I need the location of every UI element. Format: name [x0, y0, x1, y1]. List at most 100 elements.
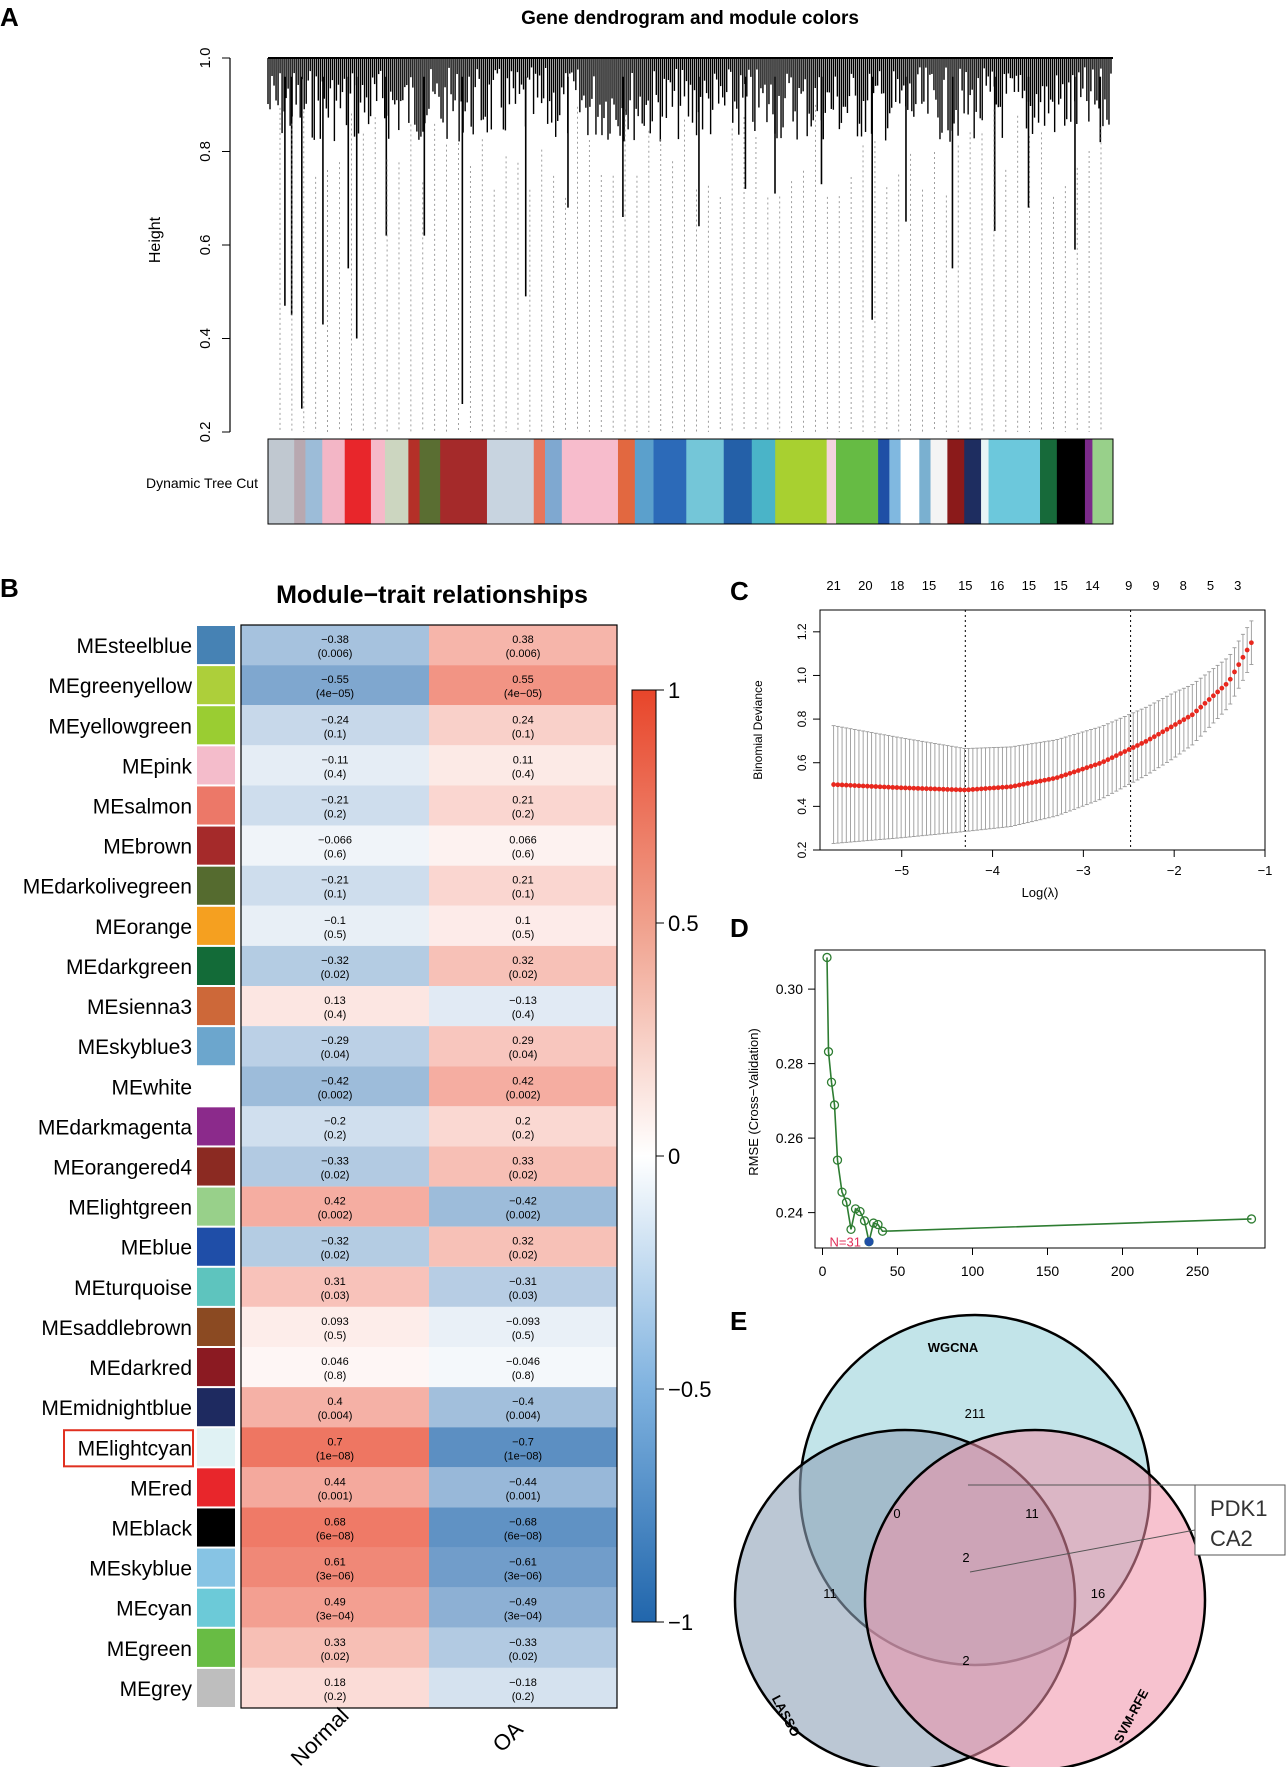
heatmap-row: MEbrown −0.066 (0.6) 0.066 (0.6) — [103, 825, 617, 866]
heatmap-row: MEdarkolivegreen −0.21 (0.1) 0.21 (0.1) — [23, 865, 617, 906]
deviance-point — [957, 787, 963, 793]
module-color-segment — [751, 439, 776, 524]
heatmap-cell — [429, 1427, 617, 1468]
venn-count-wgcna-lasso: 0 — [893, 1506, 900, 1521]
cell-pvalue: (0.002) — [318, 1089, 353, 1101]
cell-pvalue: (0.1) — [324, 889, 347, 901]
heatmap-row: MEorangered4 −0.33 (0.02) 0.33 (0.02) — [53, 1146, 617, 1187]
module-color-segment — [408, 439, 421, 524]
cell-pvalue: (0.02) — [321, 969, 350, 981]
module-swatch — [197, 1107, 235, 1146]
rfe-y-label: RMSE (Cross−Validation) — [746, 1028, 761, 1176]
module-label: MEwhite — [111, 1076, 192, 1099]
module-color-segment — [826, 439, 837, 524]
heatmap-cell — [241, 1587, 429, 1628]
module-swatch — [197, 786, 235, 825]
colorbar-tick-label: 0 — [668, 1144, 680, 1169]
cell-pvalue: (3e−06) — [316, 1571, 354, 1583]
heatmap-cell — [241, 1467, 429, 1508]
dynamic-tree-cut-label: Dynamic Tree Cut — [146, 475, 258, 491]
deviance-point — [970, 787, 976, 792]
cell-correlation: −0.13 — [509, 995, 537, 1007]
colorbar-tick-label: 0.5 — [668, 911, 699, 936]
deviance-point — [1105, 757, 1111, 763]
heatmap-cell — [241, 825, 429, 866]
module-color-segment — [1084, 439, 1093, 524]
rmse-point — [832, 1155, 843, 1165]
deviance-point — [869, 783, 875, 789]
top-axis-label: 20 — [858, 578, 872, 593]
module-label: MEcyan — [116, 1598, 192, 1621]
cell-correlation: 0.33 — [324, 1637, 345, 1649]
rmse-point — [826, 1077, 837, 1087]
heatmap-cell — [429, 1387, 617, 1428]
module-color-segment — [686, 439, 725, 524]
callout-line-bottom — [969, 1529, 1196, 1573]
heatmap-cell — [241, 1106, 429, 1147]
deviance-point — [1021, 781, 1026, 787]
deviance-point — [1151, 734, 1157, 740]
deviance-point — [1156, 731, 1161, 737]
colorbar-tick-label: −1 — [668, 1610, 693, 1635]
dendrogram-y-label: Height — [147, 216, 164, 263]
heatmap-title: Module−trait relationships — [276, 581, 588, 609]
cell-pvalue: (0.5) — [324, 929, 347, 941]
panel-d-svm-rfe: D 0 50 100 150 200 250 0.24 0.26 0.28 0.30 N=31 RM… — [730, 913, 1266, 1279]
deviance-point — [1122, 749, 1128, 754]
module-swatch — [197, 746, 235, 785]
deviance-point — [1198, 704, 1204, 710]
deviance-point — [873, 784, 879, 789]
deviance-point — [1084, 765, 1090, 771]
heatmap-cell — [429, 1226, 617, 1267]
deviance-point — [1139, 741, 1145, 746]
top-axis-label: 15 — [1022, 578, 1036, 593]
module-label: MEsaddlebrown — [41, 1317, 192, 1340]
x-tick-label: 150 — [1036, 1263, 1060, 1279]
deviance-point — [1189, 712, 1195, 718]
cell-correlation: −0.38 — [321, 634, 349, 646]
deviance-point — [991, 785, 997, 791]
heatmap-cell — [429, 1587, 617, 1628]
cell-pvalue: (0.8) — [324, 1370, 347, 1382]
cell-correlation: −0.7 — [512, 1436, 534, 1448]
module-swatch — [197, 946, 235, 985]
colorbar — [631, 689, 657, 1623]
y-tick-label: 1.0 — [795, 667, 809, 684]
heatmap-cell — [241, 665, 429, 706]
deviance-point — [1240, 654, 1246, 660]
cell-pvalue: (0.4) — [512, 768, 535, 780]
module-label: MEgrey — [120, 1678, 193, 1701]
deviance-point — [911, 785, 917, 791]
deviance-point — [864, 783, 870, 789]
cell-pvalue: (0.04) — [509, 1049, 538, 1061]
cell-pvalue: (4e−05) — [504, 688, 542, 700]
heatmap-cell — [429, 625, 617, 666]
y-tick-label: 0.4 — [197, 328, 214, 349]
heatmap-row: MElightcyan 0.7 (1e−08) −0.7 (1e−08) — [63, 1427, 617, 1468]
highlight-box — [63, 1429, 194, 1468]
callout-gene-2: CA2 — [1210, 1526, 1253, 1551]
cell-pvalue: (0.02) — [321, 1250, 350, 1262]
top-axis-label: 5 — [1207, 578, 1214, 593]
cell-pvalue: (0.1) — [512, 889, 535, 901]
venn-count-lasso-only: 11 — [823, 1586, 837, 1601]
cell-correlation: −0.55 — [321, 674, 349, 686]
cell-pvalue: (0.006) — [318, 648, 353, 660]
panel-b-heatmap: B Module−trait relationships MEsteelblue… — [0, 573, 711, 1767]
cell-correlation: −0.42 — [509, 1196, 537, 1208]
cell-correlation: 0.44 — [324, 1476, 345, 1488]
y-tick-label: 0.2 — [197, 422, 214, 443]
column-label: Normal — [286, 1703, 354, 1767]
module-color-segment — [889, 439, 902, 524]
module-label: MEdarkolivegreen — [23, 876, 192, 899]
module-color-segment — [964, 439, 982, 524]
module-swatch — [197, 1668, 235, 1707]
deviance-point — [902, 785, 908, 791]
cell-pvalue: (0.03) — [321, 1290, 350, 1302]
cell-pvalue: (1e−08) — [316, 1450, 354, 1462]
cell-pvalue: (0.002) — [318, 1210, 353, 1222]
deviance-point — [881, 784, 887, 790]
rmse-point — [837, 1187, 847, 1197]
heatmap-row: MEdarkred 0.046 (0.8) −0.046 (0.8) — [89, 1347, 617, 1388]
